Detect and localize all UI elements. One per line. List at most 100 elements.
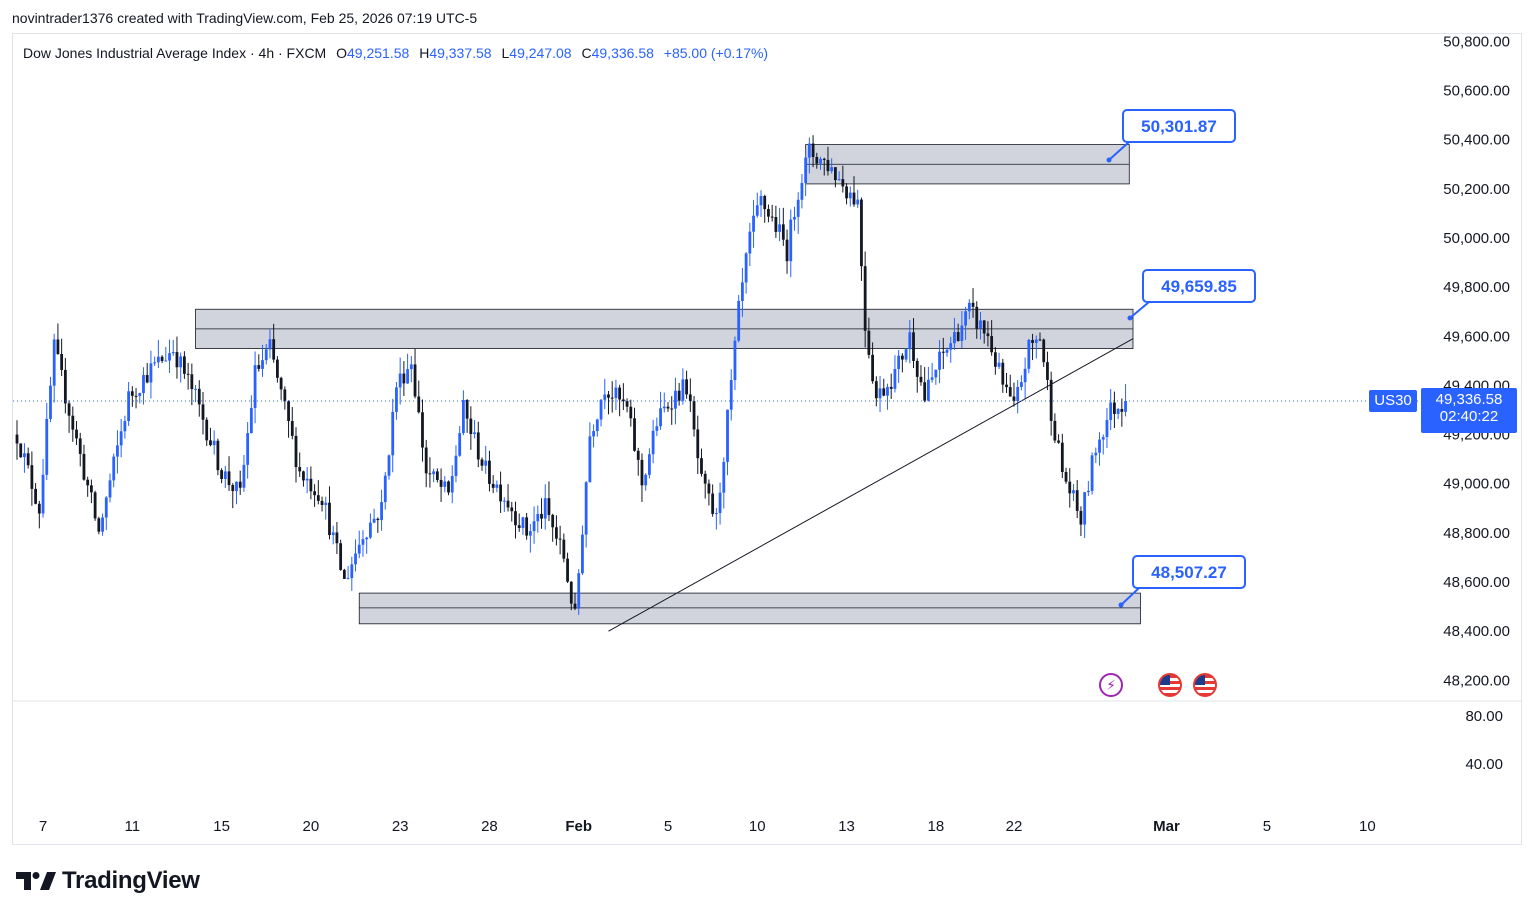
tradingview-logo[interactable]: TradingView	[16, 867, 200, 895]
callout-anchor-dot	[1118, 602, 1124, 608]
candle-body	[707, 483, 711, 494]
symbol-info[interactable]: Dow Jones Industrial Average Index · 4h …	[23, 45, 327, 61]
candle-body	[517, 525, 521, 528]
symbol-price-tag: US30	[1369, 390, 1417, 412]
candle-body	[462, 400, 465, 434]
candle-body	[540, 513, 543, 519]
candle-body	[175, 352, 179, 368]
bar-countdown: 02:40:22	[1439, 408, 1499, 425]
candle-body	[1124, 401, 1127, 412]
candle-body	[696, 429, 700, 459]
candle-body	[640, 459, 644, 486]
lightning-event-icon[interactable]: ⚡	[1099, 673, 1123, 697]
candle-body	[369, 522, 372, 538]
candle-body	[365, 537, 369, 540]
candle-body	[324, 502, 328, 505]
candle-body	[543, 498, 547, 519]
candle-body	[830, 167, 834, 172]
candle-body	[82, 453, 86, 480]
candle-body	[1120, 409, 1124, 412]
candle-body	[1064, 471, 1068, 482]
ohlc-legend: Dow Jones Industrial Average Index · 4h …	[23, 45, 768, 61]
candle-body	[186, 373, 190, 375]
x-tick-label: 15	[213, 818, 230, 835]
candle-body	[1031, 339, 1034, 343]
candle-body	[223, 471, 227, 479]
candle-body	[201, 404, 205, 420]
candle-body	[52, 339, 56, 386]
candle-body	[897, 355, 901, 370]
candle-body	[171, 352, 175, 354]
candle-body	[938, 351, 941, 370]
candle-body	[592, 431, 595, 437]
candle-body	[629, 406, 633, 419]
lower-pane-tick-label: 80.00	[1465, 708, 1503, 725]
candle-body	[767, 209, 770, 217]
candle-body	[268, 339, 272, 350]
callout-pointer	[1108, 141, 1130, 161]
us-flag-event-icon[interactable]	[1158, 673, 1182, 697]
candle-body	[856, 199, 860, 205]
candle-body	[339, 543, 343, 570]
x-tick-label: 10	[749, 818, 766, 835]
x-tick-label: 7	[39, 818, 47, 835]
candle-body	[331, 532, 335, 536]
candle-body	[145, 375, 149, 383]
candle-body	[726, 409, 729, 462]
candle-body	[283, 389, 287, 402]
candle-body	[685, 379, 688, 395]
callout-anchor-dot	[1106, 157, 1112, 163]
candle-body	[41, 474, 45, 514]
x-tick-label: 13	[838, 818, 855, 835]
candle-body	[789, 219, 793, 262]
candle-body	[78, 438, 82, 454]
x-tick-label: 28	[481, 818, 498, 835]
candle-body	[688, 394, 692, 402]
candle-body	[1012, 396, 1016, 402]
candle-body	[149, 363, 153, 383]
candle-body	[971, 302, 975, 307]
candle-body	[335, 532, 339, 544]
candle-body	[395, 387, 398, 412]
candle-body	[119, 431, 123, 446]
price-callout-label: 48,507.27	[1151, 563, 1227, 582]
price-callout-box	[1132, 555, 1246, 589]
candle-body	[956, 332, 960, 341]
candle-body	[893, 369, 897, 389]
supply-demand-zone	[358, 592, 1141, 625]
candle-body	[807, 143, 811, 158]
candle-body	[733, 340, 737, 381]
candle-body	[19, 443, 23, 458]
candle-body	[603, 394, 607, 400]
candle-body	[510, 507, 514, 512]
candle-body	[986, 333, 990, 337]
x-tick-label: 20	[303, 818, 320, 835]
candle-body	[63, 369, 67, 404]
candle-body	[979, 320, 982, 329]
low-value: 49,247.08	[509, 45, 572, 61]
x-tick-label: Feb	[565, 818, 592, 835]
candle-body	[209, 440, 212, 446]
candle-body	[1068, 481, 1072, 494]
close-label: C	[581, 45, 592, 61]
us-flag-event-icon[interactable]	[1193, 673, 1217, 697]
candle-body	[383, 475, 387, 503]
candle-body	[930, 377, 934, 380]
candle-body	[993, 352, 997, 367]
candle-body	[949, 343, 953, 350]
y-tick-label: 49,600.00	[1443, 328, 1510, 345]
candle-body	[123, 421, 127, 432]
candle-body	[815, 157, 819, 164]
candle-body	[164, 360, 168, 362]
y-tick-label: 48,400.00	[1443, 623, 1510, 640]
x-tick-label: 23	[392, 818, 409, 835]
candle-body	[595, 419, 599, 432]
candle-body	[759, 196, 763, 206]
candle-body	[1075, 490, 1079, 511]
candle-body	[863, 266, 867, 331]
candle-body	[584, 482, 588, 535]
candle-body	[242, 464, 246, 488]
x-tick-label: 18	[927, 818, 944, 835]
candle-body	[1042, 339, 1046, 363]
